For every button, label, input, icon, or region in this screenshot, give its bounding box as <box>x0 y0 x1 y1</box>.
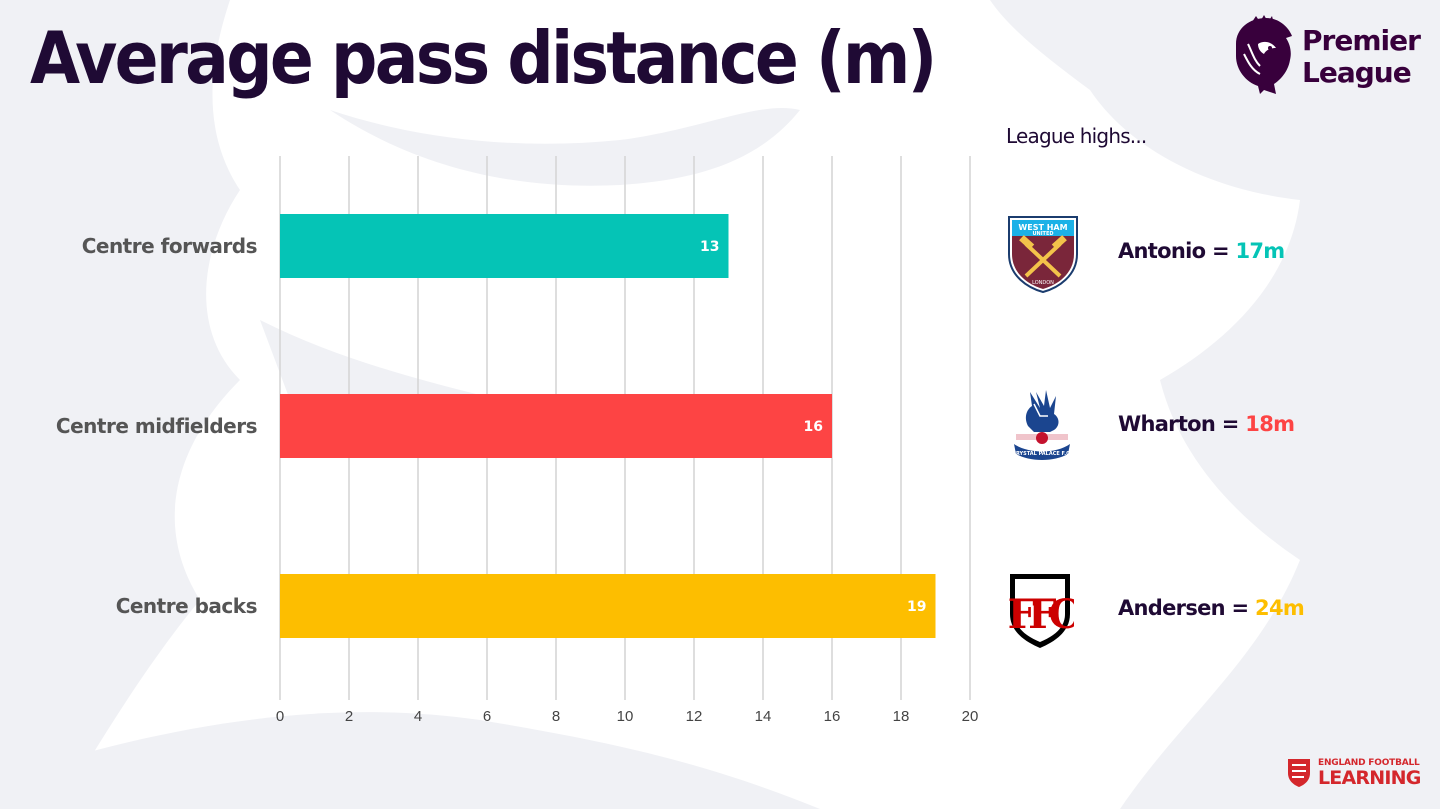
efl-logo-line2: LEARNING <box>1318 767 1421 789</box>
category-labels: Centre forwards Centre midfielders Centre … <box>56 234 258 618</box>
x-axis-ticks: 0 2 4 6 8 10 12 14 16 18 20 <box>276 708 979 725</box>
premier-league-word-league: League <box>1302 56 1412 89</box>
three-lions-crest-icon <box>1288 759 1310 787</box>
x-tick-label: 16 <box>824 708 841 725</box>
west-ham-badge-text-top: WEST HAM <box>1018 223 1067 232</box>
crystal-palace-badge-icon: CRYSTAL PALACE F.C. <box>1012 390 1072 460</box>
league-high-player: Andersen = <box>1118 596 1256 620</box>
england-football-learning-logo: ENGLAND FOOTBALL LEARNING <box>1286 757 1426 791</box>
premier-league-logo: Premier League <box>1230 14 1430 98</box>
premier-league-lion-icon <box>1236 15 1292 94</box>
west-ham-badge-icon: WEST HAM UNITED LONDON <box>1008 216 1078 294</box>
x-tick-label: 6 <box>483 708 491 725</box>
league-high-value: 24m <box>1255 596 1305 620</box>
league-high-value: 17m <box>1235 239 1285 263</box>
league-high-row-wharton: Wharton = 18m <box>1118 412 1295 436</box>
fulham-badge-text: FFC <box>1008 591 1074 638</box>
x-tick-label: 4 <box>414 708 422 725</box>
x-tick-label: 18 <box>893 708 910 725</box>
bar-value-label: 16 <box>804 419 823 435</box>
efl-logo-line1: ENGLAND FOOTBALL <box>1318 758 1420 768</box>
west-ham-badge-text-bottom: LONDON <box>1032 280 1054 286</box>
bar <box>280 214 729 278</box>
league-high-value: 18m <box>1245 412 1295 436</box>
league-high-row-antonio: Antonio = 17m <box>1118 239 1285 263</box>
x-tick-label: 10 <box>617 708 634 725</box>
category-label: Centre midfielders <box>56 414 257 438</box>
x-tick-label: 20 <box>962 708 979 725</box>
bar <box>280 574 936 638</box>
bar <box>280 394 832 458</box>
premier-league-word-premier: Premier <box>1302 24 1421 57</box>
crystal-palace-badge-text: CRYSTAL PALACE F.C. <box>1012 451 1071 457</box>
west-ham-badge-text-mid: UNITED <box>1032 231 1053 237</box>
x-tick-label: 14 <box>755 708 772 725</box>
x-tick-label: 8 <box>552 708 560 725</box>
x-tick-label: 12 <box>686 708 703 725</box>
chart-bars: 13 16 19 <box>280 214 936 638</box>
bar-value-label: 19 <box>907 599 926 615</box>
category-label: Centre backs <box>116 594 257 618</box>
league-highs-heading: League highs... <box>1006 124 1147 148</box>
x-tick-label: 0 <box>276 708 284 725</box>
category-label: Centre forwards <box>82 234 257 258</box>
x-tick-label: 2 <box>345 708 353 725</box>
league-high-row-andersen: Andersen = 24m <box>1118 596 1305 620</box>
league-high-player: Wharton = <box>1118 412 1246 436</box>
fulham-badge-icon: FFC <box>1008 574 1074 648</box>
league-high-player: Antonio = <box>1118 239 1236 263</box>
bar-value-label: 13 <box>700 239 719 255</box>
page-title: Average pass distance (m) <box>30 16 937 100</box>
